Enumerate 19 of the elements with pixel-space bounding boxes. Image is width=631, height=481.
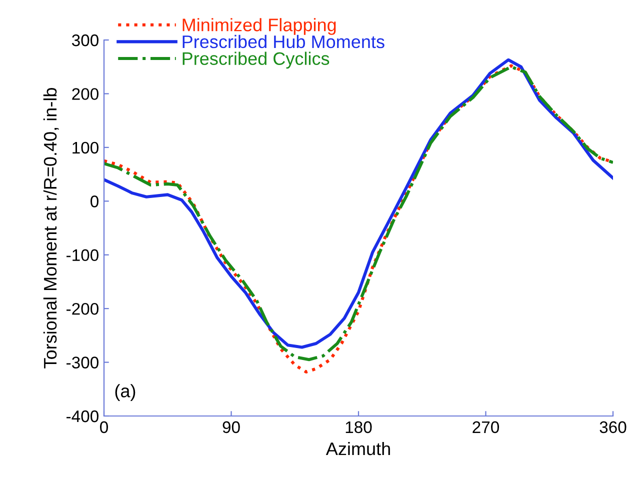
x-tick-label: 360 [600,421,626,434]
x-tick-label: 180 [346,421,372,434]
y-tick-label: 200 [72,88,98,100]
y-tick-label: 0 [90,196,98,208]
y-tick-label: -300 [66,356,98,368]
x-tick-label: 0 [100,421,108,434]
legend-label: Prescribed Hub Moments [182,34,384,48]
y-tick-label: -200 [66,302,98,315]
legend-label: Prescribed Cyclics [182,52,330,69]
annotation: (a) [115,384,136,401]
legend-label: Minimized Flapping [182,18,336,35]
y-tick-label: -100 [66,249,98,262]
x-tick-label: 270 [472,421,500,434]
y-tick-label: -400 [66,410,98,422]
y-axis-title: Torsional Moment at r/R=0.40, in-lb [43,88,59,368]
y-tick-label: 100 [72,142,98,154]
x-axis-title: Azimuth [326,442,390,456]
y-tick-label: 300 [72,34,98,46]
x-tick-label: 90 [222,421,240,434]
